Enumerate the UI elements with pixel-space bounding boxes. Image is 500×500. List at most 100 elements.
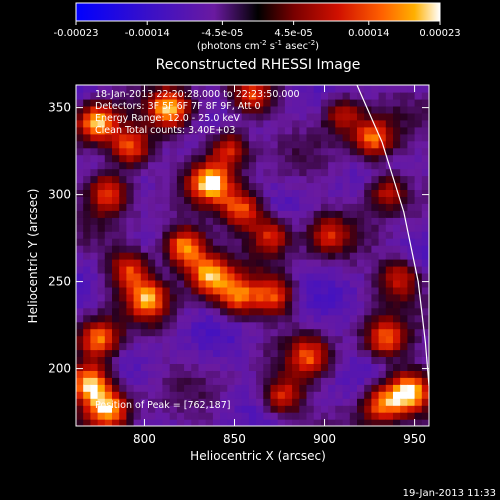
heatmap-cell bbox=[335, 92, 344, 100]
heatmap-cell bbox=[385, 307, 394, 316]
heatmap-cell bbox=[83, 182, 91, 190]
heatmap-cell bbox=[169, 196, 178, 204]
heatmap-cell bbox=[76, 342, 84, 351]
heatmap-cell bbox=[248, 112, 257, 121]
heatmap-cell bbox=[169, 335, 178, 344]
heatmap-cell bbox=[198, 133, 207, 142]
heatmap-cell bbox=[385, 377, 394, 385]
heatmap-cell bbox=[169, 217, 178, 225]
heatmap-cell bbox=[76, 105, 84, 114]
heatmap-cell bbox=[212, 328, 221, 337]
heatmap-cell bbox=[227, 293, 236, 302]
heatmap-cell bbox=[162, 398, 171, 406]
heatmap-cell bbox=[83, 293, 91, 302]
heatmap-cell bbox=[133, 321, 142, 330]
heatmap-cell bbox=[263, 196, 272, 204]
heatmap-cell bbox=[328, 328, 336, 337]
heatmap-cell bbox=[292, 161, 300, 170]
heatmap-cell bbox=[400, 286, 408, 295]
heatmap-cell bbox=[76, 189, 84, 197]
heatmap-cell bbox=[414, 112, 423, 121]
heatmap-cell bbox=[212, 168, 221, 177]
heatmap-cell bbox=[270, 259, 279, 267]
heatmap-cell bbox=[313, 370, 322, 378]
heatmap-cell bbox=[176, 161, 185, 170]
heatmap-cell bbox=[133, 412, 142, 420]
heatmap-cell bbox=[270, 265, 279, 274]
heatmap-cell bbox=[299, 231, 308, 239]
heatmap-cell bbox=[162, 85, 171, 93]
heatmap-cell bbox=[256, 384, 264, 392]
heatmap-cell bbox=[184, 189, 192, 197]
heatmap-cell bbox=[234, 147, 243, 156]
heatmap-cell bbox=[328, 98, 336, 107]
heatmap-cell bbox=[97, 384, 106, 392]
heatmap-cell bbox=[176, 405, 185, 413]
heatmap-cell bbox=[205, 203, 214, 211]
heatmap-cell bbox=[126, 203, 135, 211]
heatmap-cell bbox=[407, 189, 416, 197]
heatmap-cell bbox=[176, 272, 185, 281]
heatmap-cell bbox=[306, 279, 315, 288]
heatmap-cell bbox=[104, 370, 113, 378]
heatmap-cell bbox=[270, 238, 279, 246]
heatmap-cell bbox=[212, 147, 221, 156]
heatmap-cell bbox=[277, 182, 286, 190]
heatmap-cell bbox=[176, 119, 185, 128]
heatmap-cell bbox=[284, 154, 293, 163]
heatmap-cell bbox=[421, 419, 429, 426]
heatmap-cell bbox=[371, 161, 380, 170]
heatmap-cell bbox=[112, 328, 120, 337]
heatmap-cell bbox=[198, 231, 207, 239]
heatmap-cell bbox=[421, 231, 429, 239]
heatmap-cell bbox=[407, 231, 416, 239]
heatmap-cell bbox=[248, 189, 257, 197]
heatmap-cell bbox=[335, 265, 344, 274]
heatmap-cell bbox=[364, 321, 372, 330]
heatmap-cell bbox=[248, 314, 257, 323]
heatmap-cell bbox=[227, 252, 236, 260]
heatmap-cell bbox=[155, 224, 163, 232]
heatmap-cell bbox=[400, 231, 408, 239]
heatmap-cell bbox=[393, 405, 401, 413]
heatmap-cell bbox=[198, 398, 207, 406]
heatmap-cell bbox=[119, 272, 127, 281]
heatmap-cell bbox=[357, 231, 365, 239]
heatmap-cell bbox=[133, 92, 142, 100]
heatmap-cell bbox=[270, 126, 279, 135]
heatmap-cell bbox=[277, 286, 286, 295]
heatmap-cell bbox=[119, 300, 127, 309]
heatmap-cell bbox=[335, 147, 344, 156]
heatmap-cell bbox=[407, 356, 416, 364]
heatmap-cell bbox=[313, 105, 322, 114]
heatmap-cell bbox=[342, 272, 351, 281]
heatmap-cell bbox=[313, 175, 322, 184]
heatmap-cell bbox=[126, 363, 135, 371]
heatmap-cell bbox=[292, 328, 300, 337]
heatmap-cell bbox=[119, 279, 127, 288]
heatmap-cell bbox=[414, 370, 423, 378]
heatmap-cell bbox=[328, 293, 336, 302]
heatmap-cell bbox=[133, 112, 142, 121]
heatmap-cell bbox=[313, 147, 322, 156]
heatmap-cell bbox=[184, 272, 192, 281]
heatmap-cell bbox=[126, 147, 135, 156]
heatmap-cell bbox=[205, 112, 214, 121]
heatmap-cell bbox=[378, 147, 387, 156]
heatmap-cell bbox=[205, 370, 214, 378]
heatmap-cell bbox=[162, 126, 171, 135]
heatmap-cell bbox=[133, 161, 142, 170]
heatmap-cell bbox=[148, 419, 156, 426]
heatmap-cell bbox=[112, 210, 120, 218]
heatmap-cell bbox=[90, 154, 99, 163]
heatmap-cell bbox=[263, 140, 272, 149]
heatmap-cell bbox=[306, 398, 315, 406]
heatmap-cell bbox=[176, 384, 185, 392]
heatmap-cell bbox=[133, 231, 142, 239]
heatmap-cell bbox=[313, 384, 322, 392]
heatmap-cell bbox=[212, 252, 221, 260]
heatmap-cell bbox=[198, 272, 207, 281]
heatmap-cell bbox=[241, 224, 250, 232]
heatmap-cell bbox=[83, 342, 91, 351]
heatmap-cell bbox=[133, 210, 142, 218]
